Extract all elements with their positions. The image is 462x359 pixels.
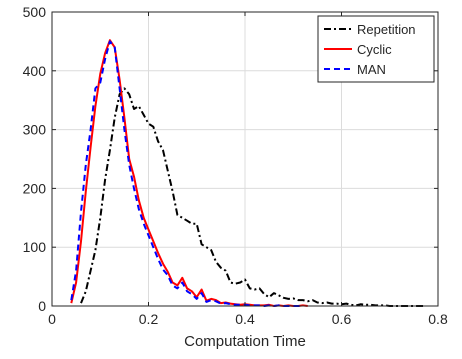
- x-tick-label: 0: [48, 311, 56, 327]
- series-line-repetition: [80, 87, 424, 307]
- legend-label-repetition: Repetition: [357, 22, 416, 37]
- y-tick-label: 100: [23, 239, 47, 255]
- x-tick-label: 0.2: [139, 311, 159, 327]
- tick-labels: 0 0.2 0.4 0.6 0.8 0 100 200 300 400 500: [23, 4, 448, 327]
- ticks: [51, 11, 439, 307]
- y-tick-label: 0: [38, 298, 46, 314]
- x-tick-label: 0.6: [332, 311, 352, 327]
- y-tick-label: 300: [23, 122, 47, 138]
- legend-label-cyclic: Cyclic: [357, 42, 392, 57]
- x-axis-title: Computation Time: [184, 333, 306, 350]
- y-tick-label: 400: [23, 63, 47, 79]
- x-tick-label: 0.8: [428, 311, 448, 327]
- y-tick-label: 500: [23, 4, 47, 20]
- y-tick-label: 200: [23, 180, 47, 196]
- x-tick-label: 0.4: [235, 311, 255, 327]
- legend: Repetition Cyclic MAN: [317, 15, 435, 83]
- legend-label-man: MAN: [357, 62, 386, 77]
